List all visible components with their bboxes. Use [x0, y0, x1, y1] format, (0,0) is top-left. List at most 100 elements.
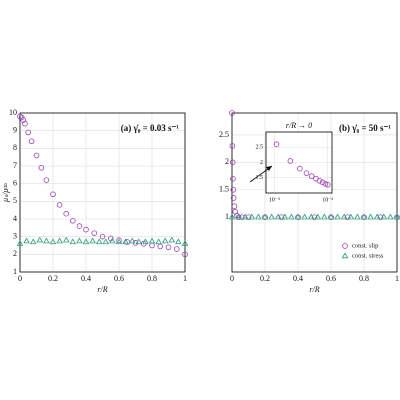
y-tick-label: 2 [260, 160, 263, 166]
x-tick-label: 0 [18, 274, 22, 283]
marker [324, 181, 331, 188]
marker [255, 213, 262, 220]
axes-frame [265, 131, 333, 194]
marker [327, 213, 335, 220]
marker [63, 210, 69, 217]
marker [62, 236, 70, 243]
inset-title: r/R → 0 [286, 121, 312, 130]
marker [274, 213, 282, 220]
marker [281, 213, 289, 220]
marker [316, 178, 323, 184]
marker [235, 213, 242, 220]
marker [377, 214, 384, 220]
marker [95, 238, 103, 245]
marker [165, 244, 172, 251]
marker [387, 213, 394, 220]
marker [20, 117, 27, 123]
marker [347, 213, 355, 220]
marker [43, 177, 50, 183]
marker [102, 238, 110, 245]
marker [69, 238, 77, 245]
y-tick-label: 1.5 [256, 175, 264, 181]
y-tick-label: 6 [13, 178, 17, 187]
marker [273, 141, 280, 148]
marker [245, 214, 252, 220]
marker [25, 129, 32, 136]
marker [109, 237, 116, 244]
marker [142, 238, 149, 245]
legend-marker [342, 243, 348, 249]
marker [89, 237, 96, 244]
y-tick-label: 4 [13, 214, 17, 223]
x-axis-label: r/R [97, 285, 107, 294]
marker [116, 237, 122, 244]
x-tick-label: 0 [230, 274, 234, 283]
y-tick-label: 2.5 [256, 145, 264, 151]
x-tick-label: 0.4 [293, 274, 303, 283]
axes-frame [19, 112, 186, 273]
marker [261, 213, 269, 220]
y-tick-label: 1.5 [219, 185, 229, 194]
marker [168, 236, 176, 243]
y-tick-label: 7 [13, 161, 17, 170]
marker [228, 213, 236, 220]
marker [76, 237, 83, 244]
marker [393, 213, 400, 220]
y-tick-label: 9 [13, 125, 17, 134]
y-tick-label: 2 [13, 249, 17, 258]
marker [229, 143, 236, 149]
marker [56, 202, 63, 208]
marker [287, 158, 294, 164]
y-tick-label: 5 [13, 196, 17, 205]
marker [16, 240, 24, 246]
legend-label: const. stress [352, 252, 384, 259]
marker [99, 233, 106, 240]
marker [161, 237, 169, 244]
marker [319, 179, 326, 186]
x-tick-label: 0.6 [114, 274, 124, 283]
annotation: (b) γ̇₀ = 50 s⁻¹ [339, 123, 391, 133]
marker [241, 213, 249, 220]
marker [239, 214, 245, 220]
marker [182, 251, 188, 258]
marker [43, 237, 50, 244]
marker [29, 238, 37, 245]
y-tick-label: 2.5 [219, 130, 229, 139]
legend-label: const. slip [352, 242, 378, 249]
marker [115, 238, 123, 245]
x-tick-label: 0.8 [359, 274, 369, 283]
marker [175, 238, 182, 245]
marker [297, 165, 303, 172]
marker [128, 237, 136, 244]
marker [181, 240, 189, 246]
marker [70, 217, 76, 224]
x-tick-label: 0.8 [147, 274, 157, 283]
marker [38, 164, 45, 171]
marker [278, 214, 285, 220]
x-tick-label: 1 [395, 274, 399, 283]
plot-area [20, 113, 185, 272]
x-tick-label: 10⁻² [322, 197, 333, 203]
marker [380, 213, 388, 220]
marker [83, 226, 89, 233]
y-axis-label: μₛ/μ∞ [1, 183, 10, 203]
x-tick-label: 10⁻³ [269, 197, 280, 203]
marker [56, 237, 63, 244]
marker [307, 213, 315, 220]
marker [294, 213, 302, 220]
y-tick-label: 2 [225, 157, 229, 166]
marker [76, 223, 83, 229]
marker [124, 239, 131, 245]
marker [230, 175, 236, 182]
y-tick-label: 3 [13, 231, 17, 240]
marker [288, 213, 295, 220]
axes-frame [231, 112, 398, 273]
marker [303, 170, 310, 176]
marker [360, 213, 368, 220]
annotation: (a) γ̇₀ = 0.03 s⁻¹ [121, 123, 180, 133]
x-tick-label: 0.4 [81, 274, 91, 283]
marker [248, 213, 256, 220]
marker [314, 213, 322, 220]
marker [230, 195, 237, 201]
